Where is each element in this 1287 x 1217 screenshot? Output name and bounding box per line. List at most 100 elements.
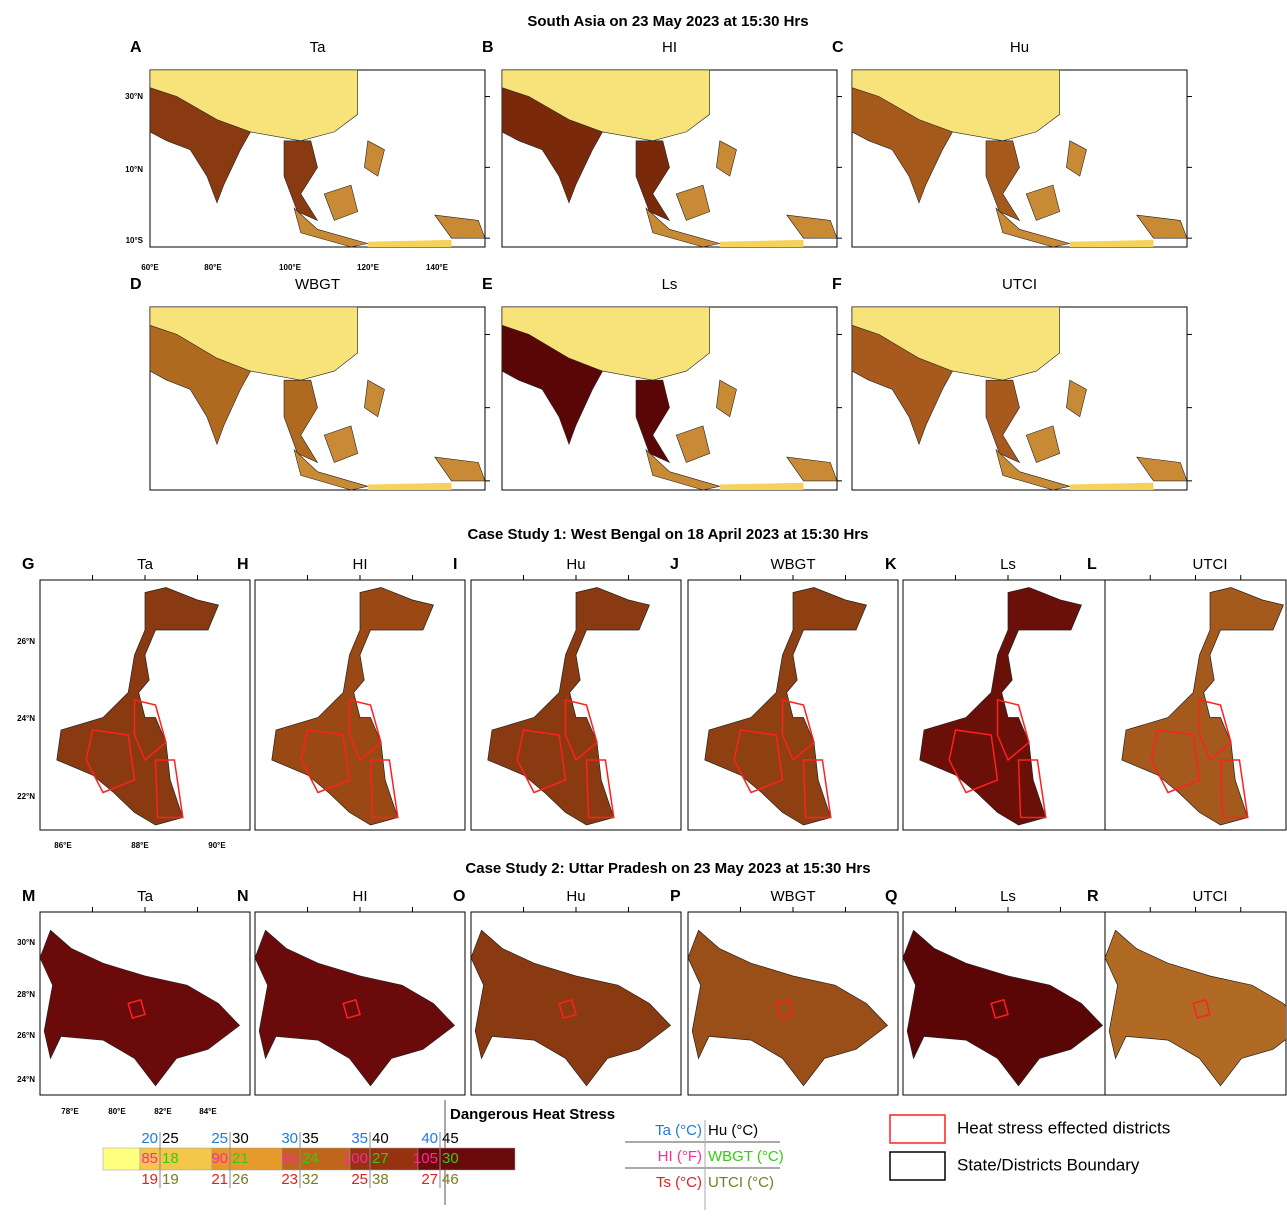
panel-letter: B [482, 39, 494, 56]
panel-label: WBGT [295, 276, 340, 293]
scale-value: 23 [281, 1171, 298, 1188]
panel-label: HI [353, 556, 368, 573]
scale-value: 45 [442, 1130, 459, 1147]
panel-letter: K [885, 556, 897, 573]
lat-tick-label: 24°N [17, 714, 35, 723]
panel-letter: P [670, 888, 681, 905]
legend-item: Heat stress effected districts [957, 1118, 1170, 1137]
scale-value: 46 [442, 1171, 459, 1188]
scale-value: 40 [372, 1130, 389, 1147]
lat-tick-label: 22°N [17, 792, 35, 801]
legend-swatch [890, 1152, 945, 1180]
panel-label: Ls [662, 276, 678, 293]
scale-value: 18 [162, 1150, 179, 1167]
legend-swatch [890, 1115, 945, 1143]
panel-letter: D [130, 276, 142, 293]
scale-value: 30 [232, 1130, 249, 1147]
lat-tick-label: 26°N [17, 1031, 35, 1040]
scale-value: 30 [281, 1130, 298, 1147]
panel-label: WBGT [771, 556, 816, 573]
panel-label: UTCI [1193, 556, 1228, 573]
panel-letter: R [1087, 888, 1099, 905]
panel-letter: G [22, 556, 34, 573]
case-study-title: Case Study 2: Uttar Pradesh on 23 May 20… [465, 860, 870, 877]
scale-value: 27 [421, 1171, 438, 1188]
panel-label: Ta [137, 888, 154, 905]
scale-value: 21 [211, 1171, 228, 1188]
lon-tick-label: 140°E [426, 263, 449, 272]
scale-value: 20 [141, 1130, 158, 1147]
key-label: HI (°F) [658, 1148, 702, 1165]
scale-value: 21 [232, 1150, 249, 1167]
legend-item: State/Districts Boundary [957, 1155, 1140, 1174]
panel-letter: H [237, 556, 249, 573]
lat-tick-label: 24°N [17, 1075, 35, 1084]
scale-value: 25 [351, 1171, 368, 1188]
scale-value: 35 [302, 1130, 319, 1147]
lon-tick-label: 80°E [108, 1107, 126, 1116]
scale-value: 100 [343, 1150, 368, 1167]
panel-label: Hu [566, 556, 585, 573]
key-label: Hu (°C) [708, 1122, 758, 1139]
panel-label: WBGT [771, 888, 816, 905]
scale-value: 19 [162, 1171, 179, 1188]
key-label: UTCI (°C) [708, 1174, 774, 1191]
panel-letter: E [482, 276, 493, 293]
panel-label: Ls [1000, 556, 1016, 573]
panel-letter: J [670, 556, 679, 573]
lat-tick-label: 26°N [17, 637, 35, 646]
lat-tick-label: 28°N [17, 990, 35, 999]
scale-value: 19 [141, 1171, 158, 1188]
lon-tick-label: 82°E [154, 1107, 172, 1116]
panel-label: Hu [1010, 39, 1029, 56]
panel-label: UTCI [1193, 888, 1228, 905]
lon-tick-label: 78°E [61, 1107, 79, 1116]
figure: South Asia on 23 May 2023 at 15:30 Hrs C… [0, 0, 1287, 1212]
panel-letter: L [1087, 556, 1097, 573]
key-label: Ta (°C) [655, 1122, 702, 1139]
lon-tick-label: 84°E [199, 1107, 217, 1116]
lat-tick-label: 10°N [125, 165, 143, 174]
scale-value: 24 [302, 1150, 319, 1167]
lon-tick-label: 88°E [131, 841, 149, 850]
panel-label: Ta [137, 556, 154, 573]
panel-label: Ls [1000, 888, 1016, 905]
case-study-title: Case Study 1: West Bengal on 18 April 20… [468, 526, 869, 543]
lat-tick-label: 30°N [17, 938, 35, 947]
lon-tick-label: 100°E [279, 263, 302, 272]
panel-letter: N [237, 888, 249, 905]
scale-value: 105 [413, 1150, 438, 1167]
scale-value: 25 [211, 1130, 228, 1147]
lon-tick-label: 90°E [208, 841, 226, 850]
lon-tick-label: 80°E [204, 263, 222, 272]
lat-tick-label: 30°N [125, 92, 143, 101]
panel-label: Ta [310, 39, 327, 56]
scale-value: 32 [302, 1171, 319, 1188]
scale-value: 40 [421, 1130, 438, 1147]
figure-title: South Asia on 23 May 2023 at 15:30 Hrs [527, 13, 808, 30]
scale-value: 95 [281, 1150, 298, 1167]
panel-letter: O [453, 888, 465, 905]
panel-letter: C [832, 39, 844, 56]
panel-label: UTCI [1002, 276, 1037, 293]
scale-value: 27 [372, 1150, 389, 1167]
lon-tick-label: 120°E [357, 263, 380, 272]
scale-value: 35 [351, 1130, 368, 1147]
color-bar-segment [103, 1148, 140, 1170]
panel-letter: I [453, 556, 457, 573]
panel-letter: A [130, 39, 142, 56]
panel-label: Hu [566, 888, 585, 905]
scale-value: 25 [162, 1130, 179, 1147]
scale-value: 90 [211, 1150, 228, 1167]
scale-value: 85 [141, 1150, 158, 1167]
key-label: WBGT (°C) [708, 1148, 784, 1165]
panel-letter: M [22, 888, 35, 905]
scale-value: 26 [232, 1171, 249, 1188]
lon-tick-label: 86°E [54, 841, 72, 850]
scale-value: 30 [442, 1150, 459, 1167]
legend-title: Dangerous Heat Stress [450, 1106, 615, 1123]
panel-letter: F [832, 276, 842, 293]
panel-label: HI [662, 39, 677, 56]
scale-value: 38 [372, 1171, 389, 1188]
panel-label: HI [353, 888, 368, 905]
